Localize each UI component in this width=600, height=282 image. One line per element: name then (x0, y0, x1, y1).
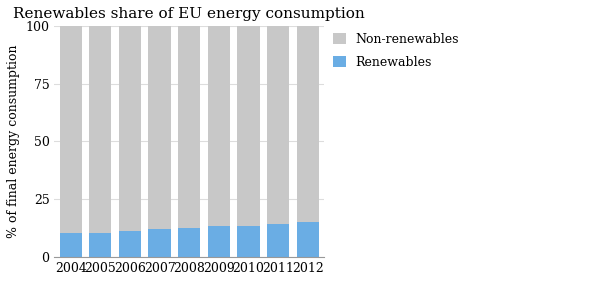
Bar (178, 228, 200, 257)
Bar (208, 26, 230, 226)
Bar (119, 231, 141, 257)
Bar (59, 26, 82, 233)
Title: Renewables share of EU energy consumption: Renewables share of EU energy consumptio… (13, 7, 365, 21)
Bar (148, 26, 171, 229)
Bar (59, 233, 82, 257)
Bar (148, 229, 171, 257)
Bar (297, 26, 319, 222)
Bar (238, 26, 260, 226)
Bar (119, 26, 141, 231)
Bar (178, 26, 200, 228)
Bar (297, 222, 319, 257)
Y-axis label: % of final energy consumption: % of final energy consumption (7, 45, 20, 238)
Bar (208, 226, 230, 257)
Bar (89, 233, 112, 257)
Bar (267, 224, 289, 257)
Bar (89, 26, 112, 233)
Bar (267, 26, 289, 224)
Legend: Non-renewables, Renewables: Non-renewables, Renewables (333, 32, 459, 69)
Bar (238, 226, 260, 257)
